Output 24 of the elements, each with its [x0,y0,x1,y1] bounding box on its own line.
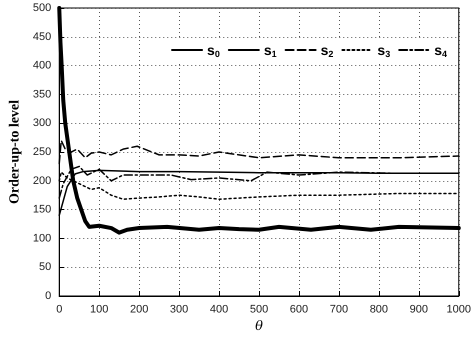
x-tick-label: 700 [330,304,348,316]
x-tick-label: 300 [170,304,188,316]
x-axis-title: θ [255,318,264,334]
x-tick-label: 500 [250,304,268,316]
y-tick-label: 0 [45,290,52,302]
y-tick-label: 500 [32,2,52,14]
x-tick-label: 1000 [446,304,472,316]
y-tick-label: 300 [32,117,52,130]
y-tick-label: 100 [32,232,52,244]
x-tick-label: 800 [370,304,388,316]
x-tick-label: 600 [290,304,308,316]
x-tick-label: 0 [56,304,62,316]
y-axis-title: Order-up-to level [8,100,22,204]
y-tick-label: 50 [39,261,52,274]
x-tick-label: 400 [210,304,228,316]
y-tick-label: 400 [32,60,52,72]
y-tick-label: 150 [32,204,52,216]
y-tick-label: 450 [32,30,52,43]
x-tick-label: 100 [90,304,108,316]
y-tick-label: 250 [32,146,52,158]
x-tick-label: 900 [410,304,428,316]
y-tick-label: 200 [32,174,52,187]
y-tick-label: 350 [32,88,52,100]
x-tick-label: 200 [130,304,148,316]
